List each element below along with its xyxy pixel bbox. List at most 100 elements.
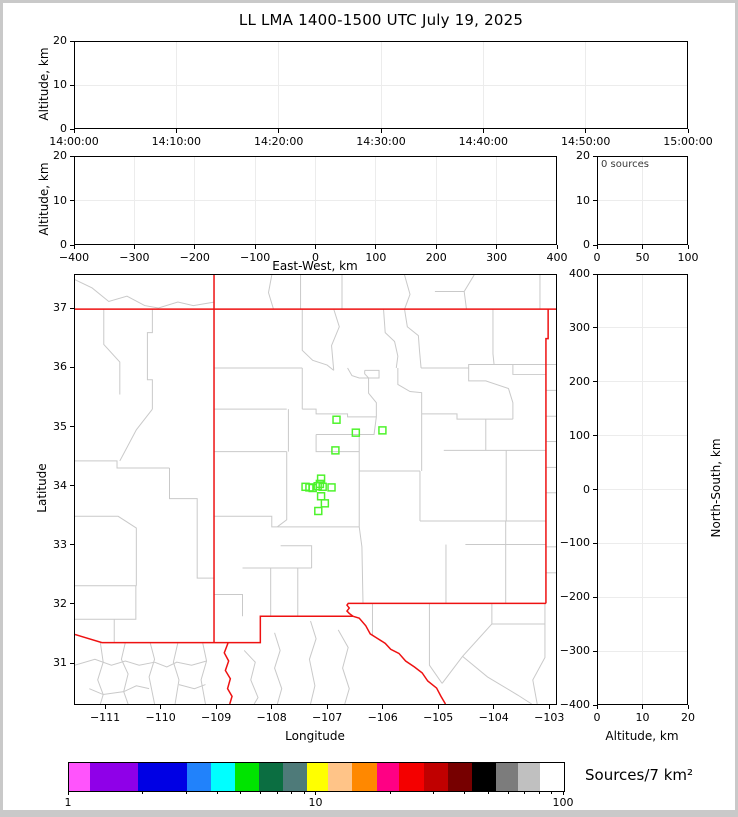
colorbar-segment (399, 763, 424, 791)
tick-mark (382, 705, 384, 709)
tick-label: −100 (559, 536, 590, 550)
county-border-line (462, 655, 532, 704)
county-border-line (364, 369, 380, 379)
county-border-line (200, 642, 208, 704)
county-border-line (172, 642, 180, 704)
tick-mark (70, 84, 74, 86)
lma-station-marker (320, 499, 330, 508)
tick-label: 35 (53, 419, 67, 433)
tick-mark (276, 791, 278, 794)
county-border-line (301, 309, 335, 371)
county-border-line (277, 451, 288, 528)
tick-mark (315, 245, 316, 249)
tick-mark (548, 705, 550, 709)
colorbar-segment (138, 763, 187, 791)
tick-label: −100 (240, 251, 271, 264)
county-border-line (169, 468, 215, 579)
county-border-line (532, 603, 546, 704)
tick-mark (562, 791, 564, 795)
tick-mark (433, 791, 435, 794)
tick-label: 14:50:00 (560, 135, 611, 148)
tick-label: −108 (256, 711, 287, 724)
tick-label: −400 (559, 698, 590, 711)
state-border-line (345, 602, 546, 617)
tick-mark (240, 791, 242, 794)
tick-label: 100 (365, 251, 387, 264)
colorbar (68, 762, 565, 792)
tick-mark (687, 129, 689, 133)
county-border-line (75, 585, 137, 620)
tick-label: 14:40:00 (458, 135, 509, 148)
tick-label: 10 (53, 193, 67, 207)
tick-label: −103 (534, 711, 565, 724)
tick-mark (70, 200, 74, 201)
tick-label: 37 (53, 301, 67, 315)
tick-mark (507, 791, 509, 794)
tick-mark (487, 791, 489, 794)
tick-mark (437, 705, 439, 709)
county-border-line (119, 408, 153, 462)
county-border-line (214, 515, 278, 528)
tick-label: 200 (569, 374, 590, 388)
tick-mark (380, 129, 382, 133)
tick-mark (70, 40, 74, 42)
tick-label: 1 (64, 796, 72, 809)
tick-mark (70, 544, 74, 546)
tick-mark (303, 791, 305, 794)
tick-label: 14:20:00 (253, 135, 304, 148)
colorbar-segment (471, 763, 496, 791)
tick-mark (70, 662, 74, 664)
county-border-line (75, 460, 170, 469)
county-border-line (214, 594, 244, 617)
tick-mark (464, 791, 465, 794)
tick-label: 14:10:00 (151, 135, 202, 148)
tick-label: −106 (367, 711, 398, 724)
map-canvas (75, 275, 556, 704)
colorbar-segment (539, 763, 564, 791)
tick-label: 34 (53, 478, 67, 492)
gridline (598, 650, 687, 652)
tick-mark (194, 245, 196, 249)
county-border-line (441, 603, 493, 684)
lma-station-marker (318, 482, 327, 492)
axis-label-north-south: North-South, km (709, 438, 723, 538)
tick-label: 0 (583, 238, 590, 251)
county-border-line (308, 620, 317, 704)
tick-label: 20 (576, 149, 590, 162)
gridline (598, 489, 687, 490)
county-border-line (337, 629, 350, 704)
tick-mark (73, 129, 75, 133)
tick-label: 10 (308, 796, 323, 809)
tick-label: 33 (53, 537, 67, 551)
tick-label: −110 (145, 711, 176, 724)
county-border-line (397, 367, 423, 414)
tick-mark (133, 245, 135, 249)
colorbar-segment (376, 763, 400, 791)
lma-station-marker (378, 426, 387, 435)
tick-mark (593, 155, 597, 157)
colorbar-segment (186, 763, 211, 791)
tick-mark (73, 245, 75, 249)
tick-mark (556, 245, 558, 249)
tick-mark (185, 791, 187, 794)
gridline (598, 542, 687, 544)
tick-label: 14:00:00 (49, 135, 99, 148)
tick-label: 100 (677, 251, 699, 264)
county-border-line (331, 308, 340, 371)
lma-station-marker (313, 481, 322, 491)
tick-label: 200 (425, 251, 447, 264)
tick-mark (496, 245, 498, 249)
colorbar-segment (90, 763, 139, 791)
tick-mark (389, 791, 391, 794)
colorbar-segment (234, 763, 259, 791)
county-border-line (368, 378, 377, 417)
tick-mark (593, 273, 597, 275)
lma-station-marker (316, 492, 326, 501)
tick-label: −200 (559, 590, 590, 604)
tick-mark (596, 705, 598, 709)
tick-mark (291, 791, 292, 794)
axis-label-altitude-right: Altitude, km (605, 729, 679, 743)
tick-mark (593, 381, 597, 383)
state-border-line (75, 615, 354, 644)
tick-mark (271, 705, 273, 709)
